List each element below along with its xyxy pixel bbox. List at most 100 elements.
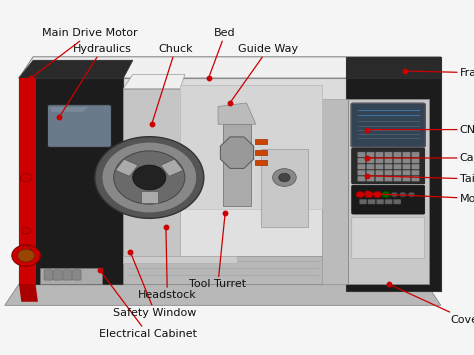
FancyBboxPatch shape (375, 164, 383, 169)
Circle shape (12, 245, 40, 266)
FancyBboxPatch shape (357, 176, 365, 181)
Circle shape (114, 151, 185, 204)
Polygon shape (19, 78, 427, 284)
Circle shape (133, 165, 166, 190)
FancyBboxPatch shape (384, 164, 392, 169)
FancyBboxPatch shape (384, 176, 392, 181)
Polygon shape (19, 57, 441, 78)
Circle shape (20, 173, 32, 182)
Text: Safety Window: Safety Window (113, 255, 197, 318)
Text: Main Drive Motor: Main Drive Motor (33, 28, 138, 76)
FancyBboxPatch shape (375, 176, 383, 181)
Bar (255, 139, 267, 144)
FancyBboxPatch shape (402, 152, 410, 157)
Circle shape (22, 245, 30, 252)
Text: Bed: Bed (210, 28, 236, 76)
Polygon shape (220, 137, 254, 168)
FancyBboxPatch shape (411, 152, 419, 157)
Polygon shape (123, 75, 185, 89)
Bar (255, 160, 267, 165)
Text: CNC: CNC (370, 125, 474, 135)
Text: Carriage: Carriage (370, 153, 474, 163)
FancyBboxPatch shape (393, 152, 401, 157)
Polygon shape (19, 60, 133, 78)
FancyBboxPatch shape (366, 164, 374, 169)
Text: Guide Way: Guide Way (231, 44, 298, 101)
Circle shape (356, 191, 365, 198)
FancyBboxPatch shape (357, 158, 365, 163)
Circle shape (365, 191, 373, 198)
FancyBboxPatch shape (352, 148, 425, 184)
Text: Cover: Cover (391, 285, 474, 325)
Polygon shape (218, 103, 256, 124)
Text: Monitor: Monitor (370, 193, 474, 204)
Polygon shape (123, 256, 322, 284)
Polygon shape (123, 89, 180, 256)
Circle shape (102, 142, 197, 213)
FancyBboxPatch shape (352, 185, 425, 214)
FancyBboxPatch shape (73, 270, 81, 280)
Bar (180, 85, 322, 209)
Circle shape (18, 249, 35, 262)
FancyBboxPatch shape (352, 217, 425, 258)
Text: Chuck: Chuck (153, 44, 193, 122)
FancyBboxPatch shape (393, 176, 401, 181)
Bar (322, 99, 348, 284)
Polygon shape (346, 57, 441, 78)
Polygon shape (161, 159, 183, 176)
Polygon shape (19, 78, 36, 284)
Text: Tailstock: Tailstock (370, 174, 474, 184)
FancyBboxPatch shape (351, 103, 425, 147)
Bar (255, 150, 267, 155)
FancyBboxPatch shape (368, 199, 375, 204)
Circle shape (400, 192, 406, 197)
FancyBboxPatch shape (393, 199, 401, 204)
Text: Electrical Cabinet: Electrical Cabinet (99, 272, 197, 339)
FancyBboxPatch shape (411, 164, 419, 169)
Polygon shape (19, 78, 123, 284)
Circle shape (273, 169, 296, 186)
Polygon shape (346, 57, 441, 291)
FancyBboxPatch shape (384, 152, 392, 157)
Bar (180, 85, 322, 263)
FancyBboxPatch shape (375, 158, 383, 163)
FancyBboxPatch shape (402, 158, 410, 163)
Polygon shape (123, 256, 237, 263)
FancyBboxPatch shape (44, 270, 53, 280)
Polygon shape (19, 284, 38, 302)
FancyBboxPatch shape (357, 164, 365, 169)
FancyBboxPatch shape (393, 170, 401, 175)
Text: Hydraulics: Hydraulics (61, 44, 131, 115)
Text: Tool Turret: Tool Turret (189, 216, 246, 289)
Circle shape (95, 137, 204, 218)
FancyBboxPatch shape (393, 158, 401, 163)
FancyBboxPatch shape (54, 270, 62, 280)
FancyBboxPatch shape (384, 170, 392, 175)
Polygon shape (223, 124, 251, 206)
Polygon shape (5, 284, 441, 305)
Circle shape (408, 192, 415, 197)
Polygon shape (116, 159, 138, 176)
FancyBboxPatch shape (411, 176, 419, 181)
FancyBboxPatch shape (366, 158, 374, 163)
Bar (40, 268, 102, 284)
FancyBboxPatch shape (359, 199, 367, 204)
Text: Frame: Frame (408, 68, 474, 78)
FancyBboxPatch shape (357, 152, 365, 157)
FancyBboxPatch shape (385, 199, 392, 204)
FancyBboxPatch shape (366, 176, 374, 181)
Polygon shape (51, 107, 88, 112)
FancyBboxPatch shape (402, 170, 410, 175)
FancyBboxPatch shape (402, 164, 410, 169)
FancyBboxPatch shape (63, 270, 72, 280)
Circle shape (391, 192, 398, 197)
Polygon shape (141, 191, 158, 203)
FancyBboxPatch shape (375, 170, 383, 175)
Circle shape (382, 191, 390, 198)
Circle shape (279, 173, 290, 182)
FancyBboxPatch shape (366, 170, 374, 175)
FancyBboxPatch shape (411, 170, 419, 175)
FancyBboxPatch shape (384, 158, 392, 163)
Circle shape (22, 228, 30, 234)
Text: Headstock: Headstock (138, 230, 197, 300)
